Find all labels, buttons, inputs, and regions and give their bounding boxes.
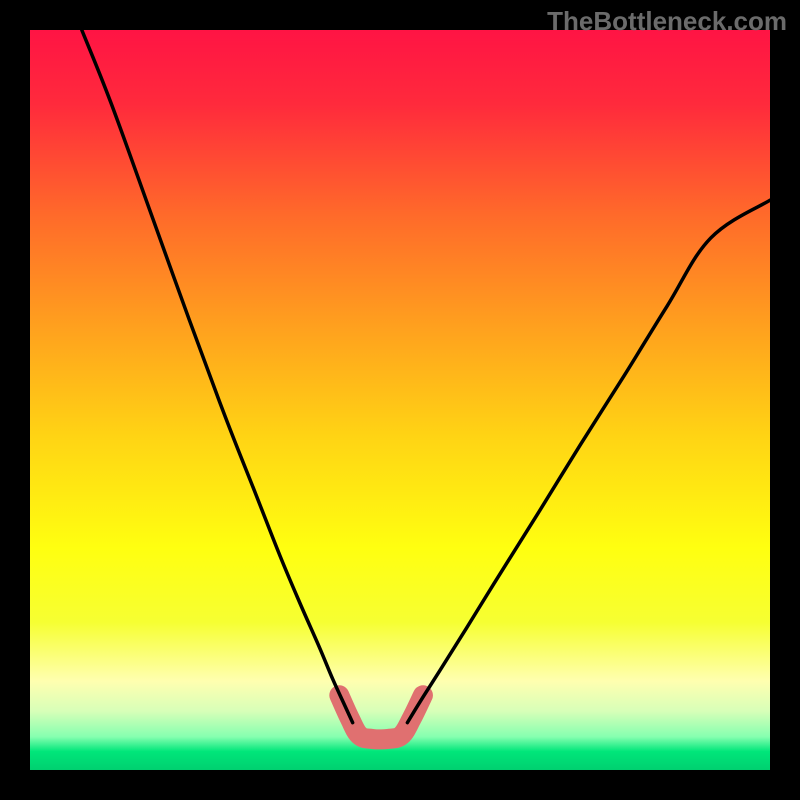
curve-svg xyxy=(30,30,770,770)
plot-area xyxy=(30,30,770,770)
curve-left-arm xyxy=(82,30,353,723)
curve-right-arm xyxy=(407,200,770,722)
watermark-text: TheBottleneck.com xyxy=(547,6,787,37)
